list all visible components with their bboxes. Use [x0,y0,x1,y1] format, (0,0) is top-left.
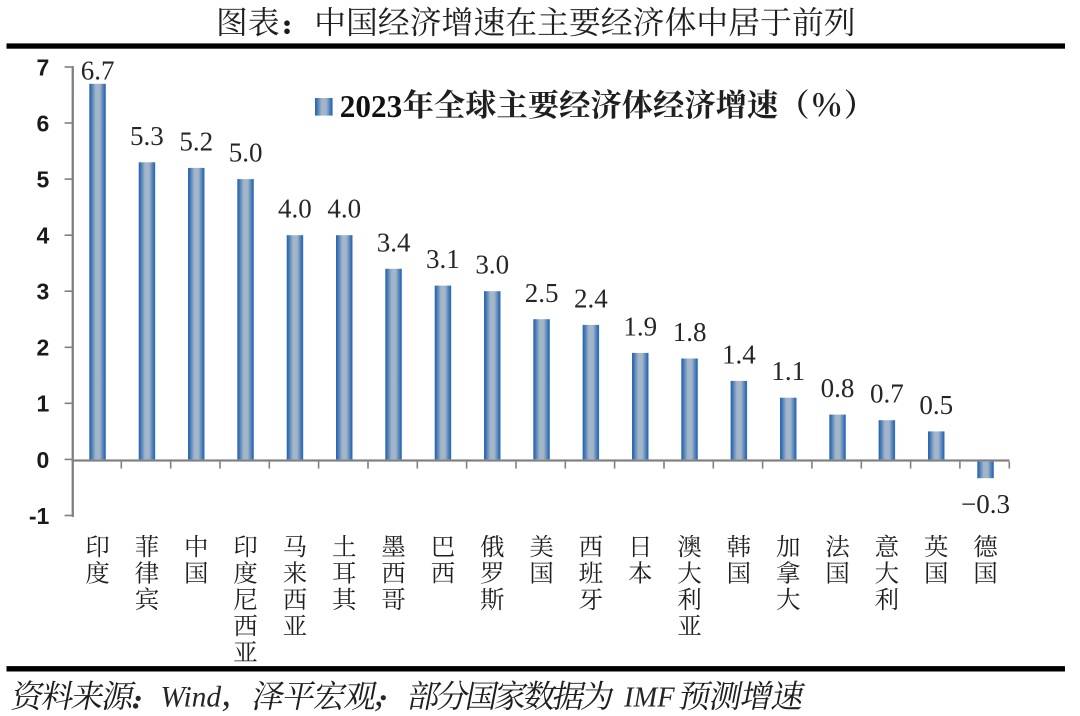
svg-text:2: 2 [37,335,50,361]
svg-text:7: 7 [37,54,50,80]
svg-text:6.7: 6.7 [81,56,115,86]
svg-text:1.9: 1.9 [623,311,657,341]
svg-text:5: 5 [37,167,50,193]
svg-text:−0.3: −0.3 [961,489,1010,519]
svg-text:3.4: 3.4 [377,227,411,257]
svg-text:4: 4 [37,223,50,249]
svg-text:5.0: 5.0 [229,138,263,168]
svg-text:,: , [374,673,384,715]
svg-text:4.0: 4.0 [327,194,361,224]
svg-text:3.1: 3.1 [426,244,460,274]
svg-text:6: 6 [37,110,50,136]
svg-text:3: 3 [37,279,50,305]
svg-text:,: , [222,673,232,715]
svg-text:Wind: Wind [161,681,222,713]
svg-text:5.3: 5.3 [130,121,164,151]
svg-text:3.0: 3.0 [475,250,509,280]
svg-text:1.8: 1.8 [673,317,707,347]
svg-text:2.5: 2.5 [525,278,559,308]
svg-text:0: 0 [37,447,50,473]
svg-text:0.5: 0.5 [919,390,953,420]
svg-text:4.0: 4.0 [278,194,312,224]
svg-text:2023: 2023 [340,89,402,124]
svg-text:1: 1 [37,391,50,417]
svg-text:5.2: 5.2 [179,126,213,156]
svg-text:IMF: IMF [623,682,675,713]
svg-text:1.4: 1.4 [722,339,756,369]
svg-text:0.8: 0.8 [821,373,855,403]
svg-text:0.7: 0.7 [870,379,904,409]
svg-text:-1: -1 [29,503,50,529]
svg-text:1.1: 1.1 [771,356,805,386]
svg-text:2.4: 2.4 [574,283,608,313]
